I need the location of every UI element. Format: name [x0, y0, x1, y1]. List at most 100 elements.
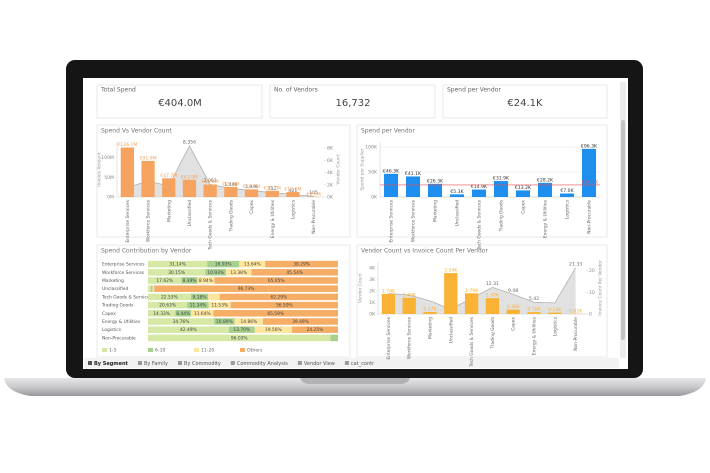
data-label: 712 [268, 186, 277, 192]
data-label: 1.37K [486, 293, 500, 299]
bar [402, 297, 416, 314]
x-tick-label: Workforce Services [146, 199, 152, 242]
data-label: €5.3K [450, 189, 464, 195]
tab-bar [84, 358, 619, 368]
bar-segment [330, 334, 338, 342]
x-tick-label: Non-Procurable [587, 200, 593, 234]
data-label: 1,406 [224, 182, 237, 188]
data-label: 38.29% [293, 262, 310, 268]
data-label: 2,063 [204, 178, 217, 184]
tab-icon[interactable] [178, 361, 183, 365]
bar [286, 192, 300, 197]
bar-segment [187, 301, 209, 309]
y-tick-label: 50M [104, 175, 114, 181]
kpi-value: €404.0M [158, 98, 202, 109]
y2-tick-label: 0K [327, 195, 334, 201]
tab[interactable]: Commodity Analysis [237, 361, 288, 367]
legend-swatch [240, 348, 245, 352]
tab-icon[interactable] [344, 361, 349, 365]
bar [182, 179, 197, 197]
tab[interactable]: By Segment [94, 361, 129, 367]
bar-segment [239, 260, 266, 268]
tab-icon[interactable] [137, 361, 142, 365]
panel-title: Spend per Vendor [361, 128, 415, 135]
data-label: 1,046 [245, 184, 258, 190]
y-tick-label: Trading Goods [101, 303, 134, 309]
x-tick-label: Trading Goods [228, 199, 234, 232]
bar [559, 193, 575, 197]
bar [464, 293, 479, 314]
tab[interactable]: By Commodity [184, 361, 221, 367]
bar [405, 176, 421, 197]
bar [537, 182, 553, 197]
data-label: €43.9M [181, 174, 198, 180]
data-label: 8.94% [199, 278, 213, 284]
data-label: €47.7M [160, 173, 177, 179]
x-tick-label: Unclassified [187, 200, 193, 227]
kpi-value: 16,732 [336, 98, 371, 109]
kpi-label: Total Spend [100, 87, 136, 94]
tab[interactable]: cat_contr [351, 361, 375, 367]
bar-segment [148, 277, 182, 284]
panel [96, 124, 351, 238]
kpi-value: €24.1K [507, 98, 543, 109]
y-tick-label: 2K [369, 288, 376, 294]
data-label: 0.12K [548, 307, 562, 313]
tab[interactable]: Vendor View [304, 361, 335, 367]
data-label: €12.6M [284, 187, 301, 193]
data-label: 21.33 [569, 261, 582, 267]
data-label: €14.9K [471, 184, 488, 190]
data-label: 62.29% [270, 294, 287, 300]
bar-segment [181, 277, 198, 284]
x-tick-label: Tech Goods & Services [208, 199, 214, 251]
kpi-label: No. of Vendors [274, 87, 318, 94]
data-label: 34.76% [173, 319, 190, 325]
data-label: €7.0K [560, 188, 574, 194]
bar-segment [205, 269, 227, 276]
data-label: €31.9K [493, 176, 510, 182]
y2-tick-label: 0 [589, 312, 592, 318]
y2-axis-title: Vendor Count [336, 154, 342, 184]
x-tick-label: Trading Goods [499, 199, 505, 232]
bar-segment [197, 277, 215, 284]
x-tick-label: Enterprise Services [386, 316, 392, 359]
x-tick-label: Capex [249, 200, 255, 214]
data-label: €0.6M [307, 191, 321, 197]
data-label: 421 [289, 188, 298, 194]
bar [141, 160, 155, 197]
y-tick-label: 100M [101, 155, 114, 161]
tab-icon[interactable] [230, 361, 235, 365]
bar [203, 184, 217, 197]
data-label: 8.39% [182, 278, 196, 284]
tab-icon[interactable] [88, 361, 92, 365]
x-tick-label: Energy & Utilities [532, 316, 538, 355]
bar-segment [208, 301, 231, 309]
legend-label: Others [247, 348, 263, 354]
bar-segment [234, 318, 263, 325]
bar [515, 190, 531, 197]
bar-segment [230, 301, 338, 309]
bar [120, 147, 134, 197]
bar [581, 148, 597, 197]
bar-segment [214, 318, 235, 325]
tab-icon[interactable] [297, 361, 302, 365]
area [388, 267, 576, 314]
bar-segment [148, 285, 151, 292]
bar-segment [150, 285, 153, 292]
data-label: €15.7M [264, 185, 281, 191]
x-tick-label: Capex [521, 200, 527, 214]
legend-label: 6-10 [155, 348, 166, 354]
data-label: 11.53% [211, 303, 228, 309]
bar [493, 181, 509, 197]
data-label: 13.38% [230, 270, 247, 276]
data-label: 20.63% [159, 303, 176, 309]
y-tick-label: 0K [371, 195, 378, 201]
bar [423, 312, 437, 314]
y-tick-label: 100K [365, 145, 378, 151]
data-label: 11.64% [194, 311, 211, 317]
y2-tick-label: 10 [589, 290, 595, 296]
scroll-thumb[interactable] [621, 120, 625, 340]
tab[interactable]: By Family [144, 361, 168, 367]
bar-segment [291, 326, 338, 333]
data-label: 31.14% [169, 262, 186, 268]
